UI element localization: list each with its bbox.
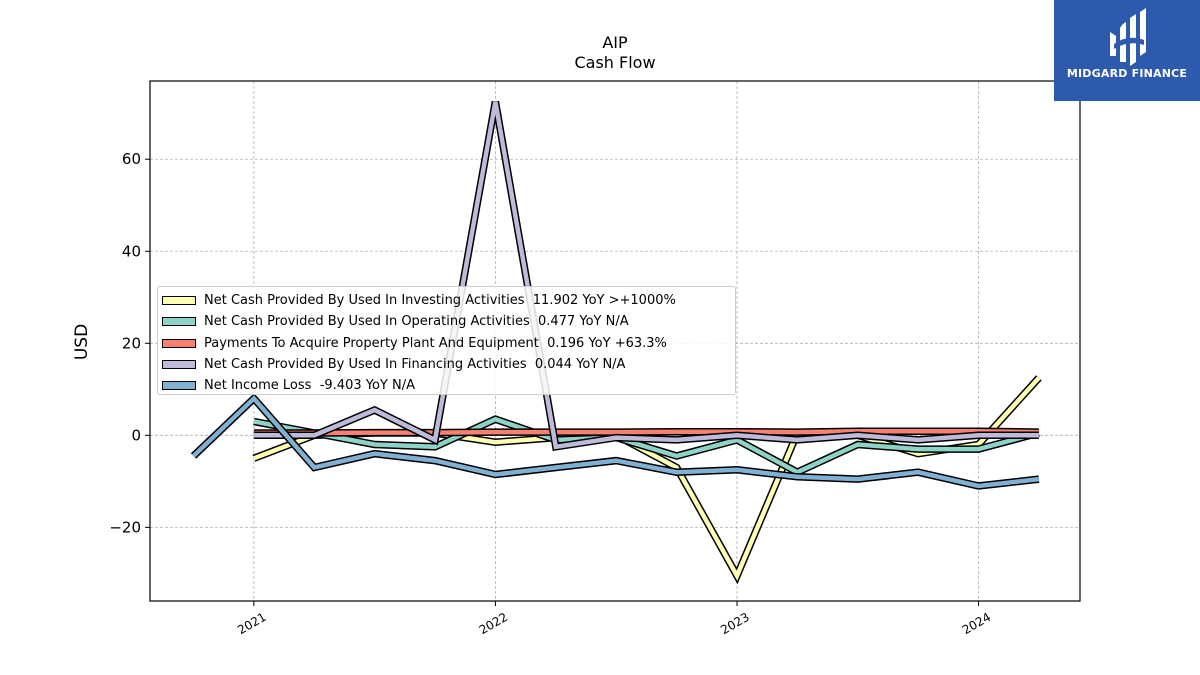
legend-label: Net Cash Provided By Used In Operating A… xyxy=(204,314,629,330)
x-tick-label: 2022 xyxy=(477,610,510,637)
series-line xyxy=(253,427,1039,437)
series-stroke xyxy=(253,416,1040,475)
y-tick-label: 40 xyxy=(122,242,141,260)
midgard-finance-logo: MIDGARD FINANCE xyxy=(1054,0,1200,101)
series-line xyxy=(190,393,1040,490)
legend-swatch xyxy=(162,360,196,370)
x-tick-label: 2021 xyxy=(235,610,268,637)
legend-item: Net Cash Provided By Used In Operating A… xyxy=(162,311,735,332)
series-stroke xyxy=(191,395,1040,489)
x-tick-label: 2024 xyxy=(960,610,993,637)
legend-item: Net Cash Provided By Used In Financing A… xyxy=(162,354,735,375)
logo-text: MIDGARD FINANCE xyxy=(1066,67,1188,80)
legend-label: Net Cash Provided By Used In Financing A… xyxy=(204,357,626,373)
y-tick-label: 0 xyxy=(131,426,141,444)
series-stroke xyxy=(253,428,1039,436)
x-tick-label: 2023 xyxy=(718,610,751,637)
legend-label: Net Income Loss -9.403 YoY N/A xyxy=(204,378,415,394)
legend-label: Payments To Acquire Property Plant And E… xyxy=(204,335,667,351)
chart-subtitle: Cash Flow xyxy=(574,53,655,72)
y-tick-label: −20 xyxy=(109,518,141,536)
legend-swatch xyxy=(162,338,196,348)
series-layer xyxy=(190,101,1042,585)
legend-swatch xyxy=(162,381,196,391)
series-stroke xyxy=(253,101,1039,450)
legend-item: Net Income Loss -9.403 YoY N/A xyxy=(162,375,735,396)
plot-frame xyxy=(149,80,1081,602)
series-line xyxy=(253,101,1039,452)
y-tick-label: 60 xyxy=(122,150,141,168)
legend-item: Net Cash Provided By Used In Investing A… xyxy=(162,290,735,311)
legend-item: Payments To Acquire Property Plant And E… xyxy=(162,333,735,354)
legend: Net Cash Provided By Used In Investing A… xyxy=(157,286,736,395)
legend-swatch xyxy=(162,296,196,306)
y-tick-label: 20 xyxy=(122,334,141,352)
legend-swatch xyxy=(162,317,196,327)
chart-title: AIP xyxy=(602,33,628,52)
legend-label: Net Cash Provided By Used In Investing A… xyxy=(204,293,676,309)
series-line xyxy=(253,415,1040,477)
y-axis-label: USD xyxy=(72,324,92,360)
logo-mark-icon xyxy=(1110,8,1146,66)
